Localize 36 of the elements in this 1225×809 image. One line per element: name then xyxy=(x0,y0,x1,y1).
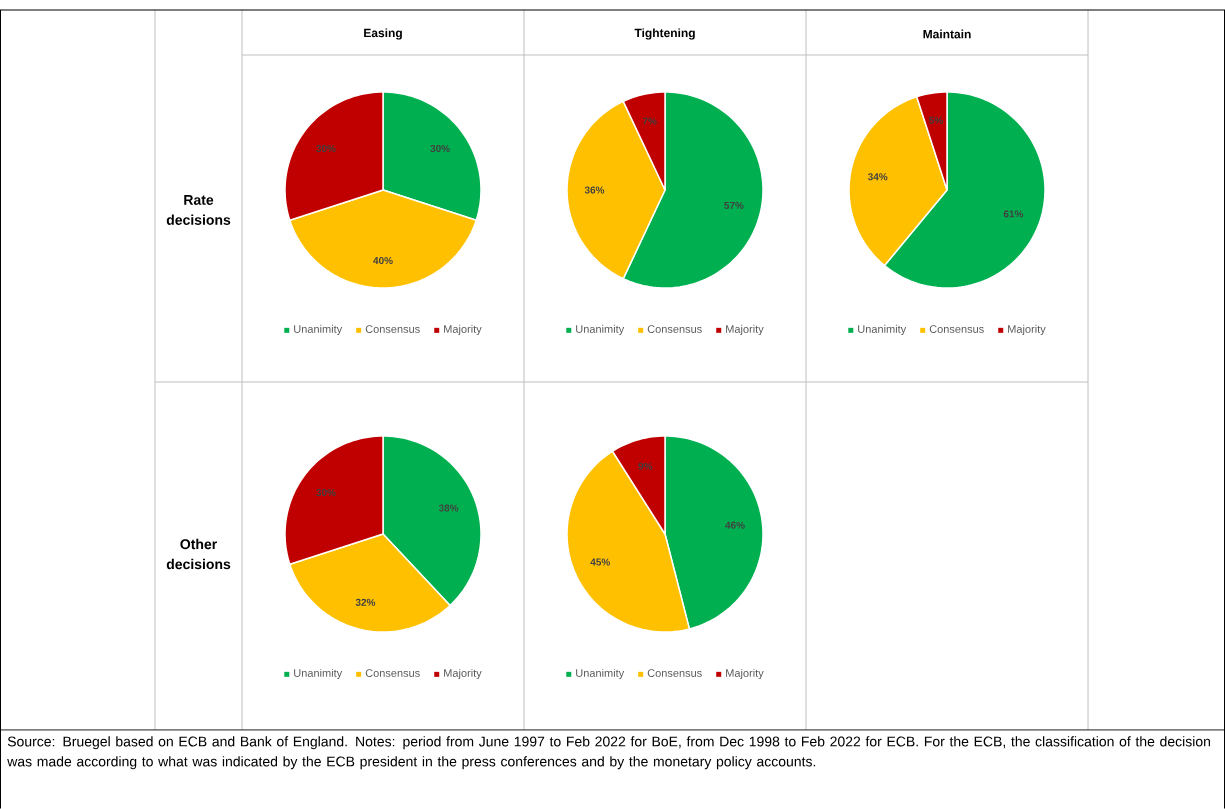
data-label: 32% xyxy=(355,598,376,606)
data-label: 30% xyxy=(316,488,336,497)
legend-label: Majority xyxy=(1008,324,1046,336)
source-note: Source: Bruegel based on ECB and Bank of England. Notes: period from June 1997 to Feb 2022 for BoE, from Dec 1998 to Feb 2022 for ECB. For the ECB, the classification of the decision was made according to what was indicated by the ECB president in the press conferences and by the monetary policy accounts. xyxy=(7,736,1211,770)
data-label: 40% xyxy=(373,257,393,265)
legend-label: Consensus xyxy=(365,669,420,677)
legend-label: Majority xyxy=(726,668,764,680)
chart-title: Maintain xyxy=(923,29,971,39)
legend-label: Majority xyxy=(726,324,764,336)
legend-label: Unanimity xyxy=(294,324,343,336)
chart-title: Tightening xyxy=(634,28,695,40)
legend-label: Majority xyxy=(444,668,482,680)
data-label: 36% xyxy=(584,186,605,194)
data-label: 5% xyxy=(929,116,943,124)
data-label: 61% xyxy=(1003,210,1024,218)
data-label: 38% xyxy=(438,504,459,512)
data-label: 30% xyxy=(430,144,450,153)
data-label: 46% xyxy=(725,521,745,529)
text: Rate decisions xyxy=(166,195,231,225)
legend-label: Unanimity xyxy=(858,324,907,336)
legend-label: Consensus xyxy=(647,325,702,333)
legend-label: Unanimity xyxy=(294,668,343,680)
data-label: 34% xyxy=(867,173,888,181)
text: Other decisions xyxy=(166,538,231,570)
legend-label: Unanimity xyxy=(576,324,625,336)
legend-label: Unanimity xyxy=(576,668,625,680)
data-label: 45% xyxy=(590,558,610,566)
legend-label: Consensus xyxy=(929,325,984,333)
data-label: 57% xyxy=(724,201,744,209)
data-label: 9% xyxy=(638,462,653,470)
legend-label: Consensus xyxy=(647,669,702,677)
data-label: 7% xyxy=(642,117,657,125)
legend-label: Consensus xyxy=(365,325,420,333)
chart-title: Easing xyxy=(364,28,402,40)
data-label: 30% xyxy=(316,144,336,153)
legend-label: Majority xyxy=(444,324,482,336)
